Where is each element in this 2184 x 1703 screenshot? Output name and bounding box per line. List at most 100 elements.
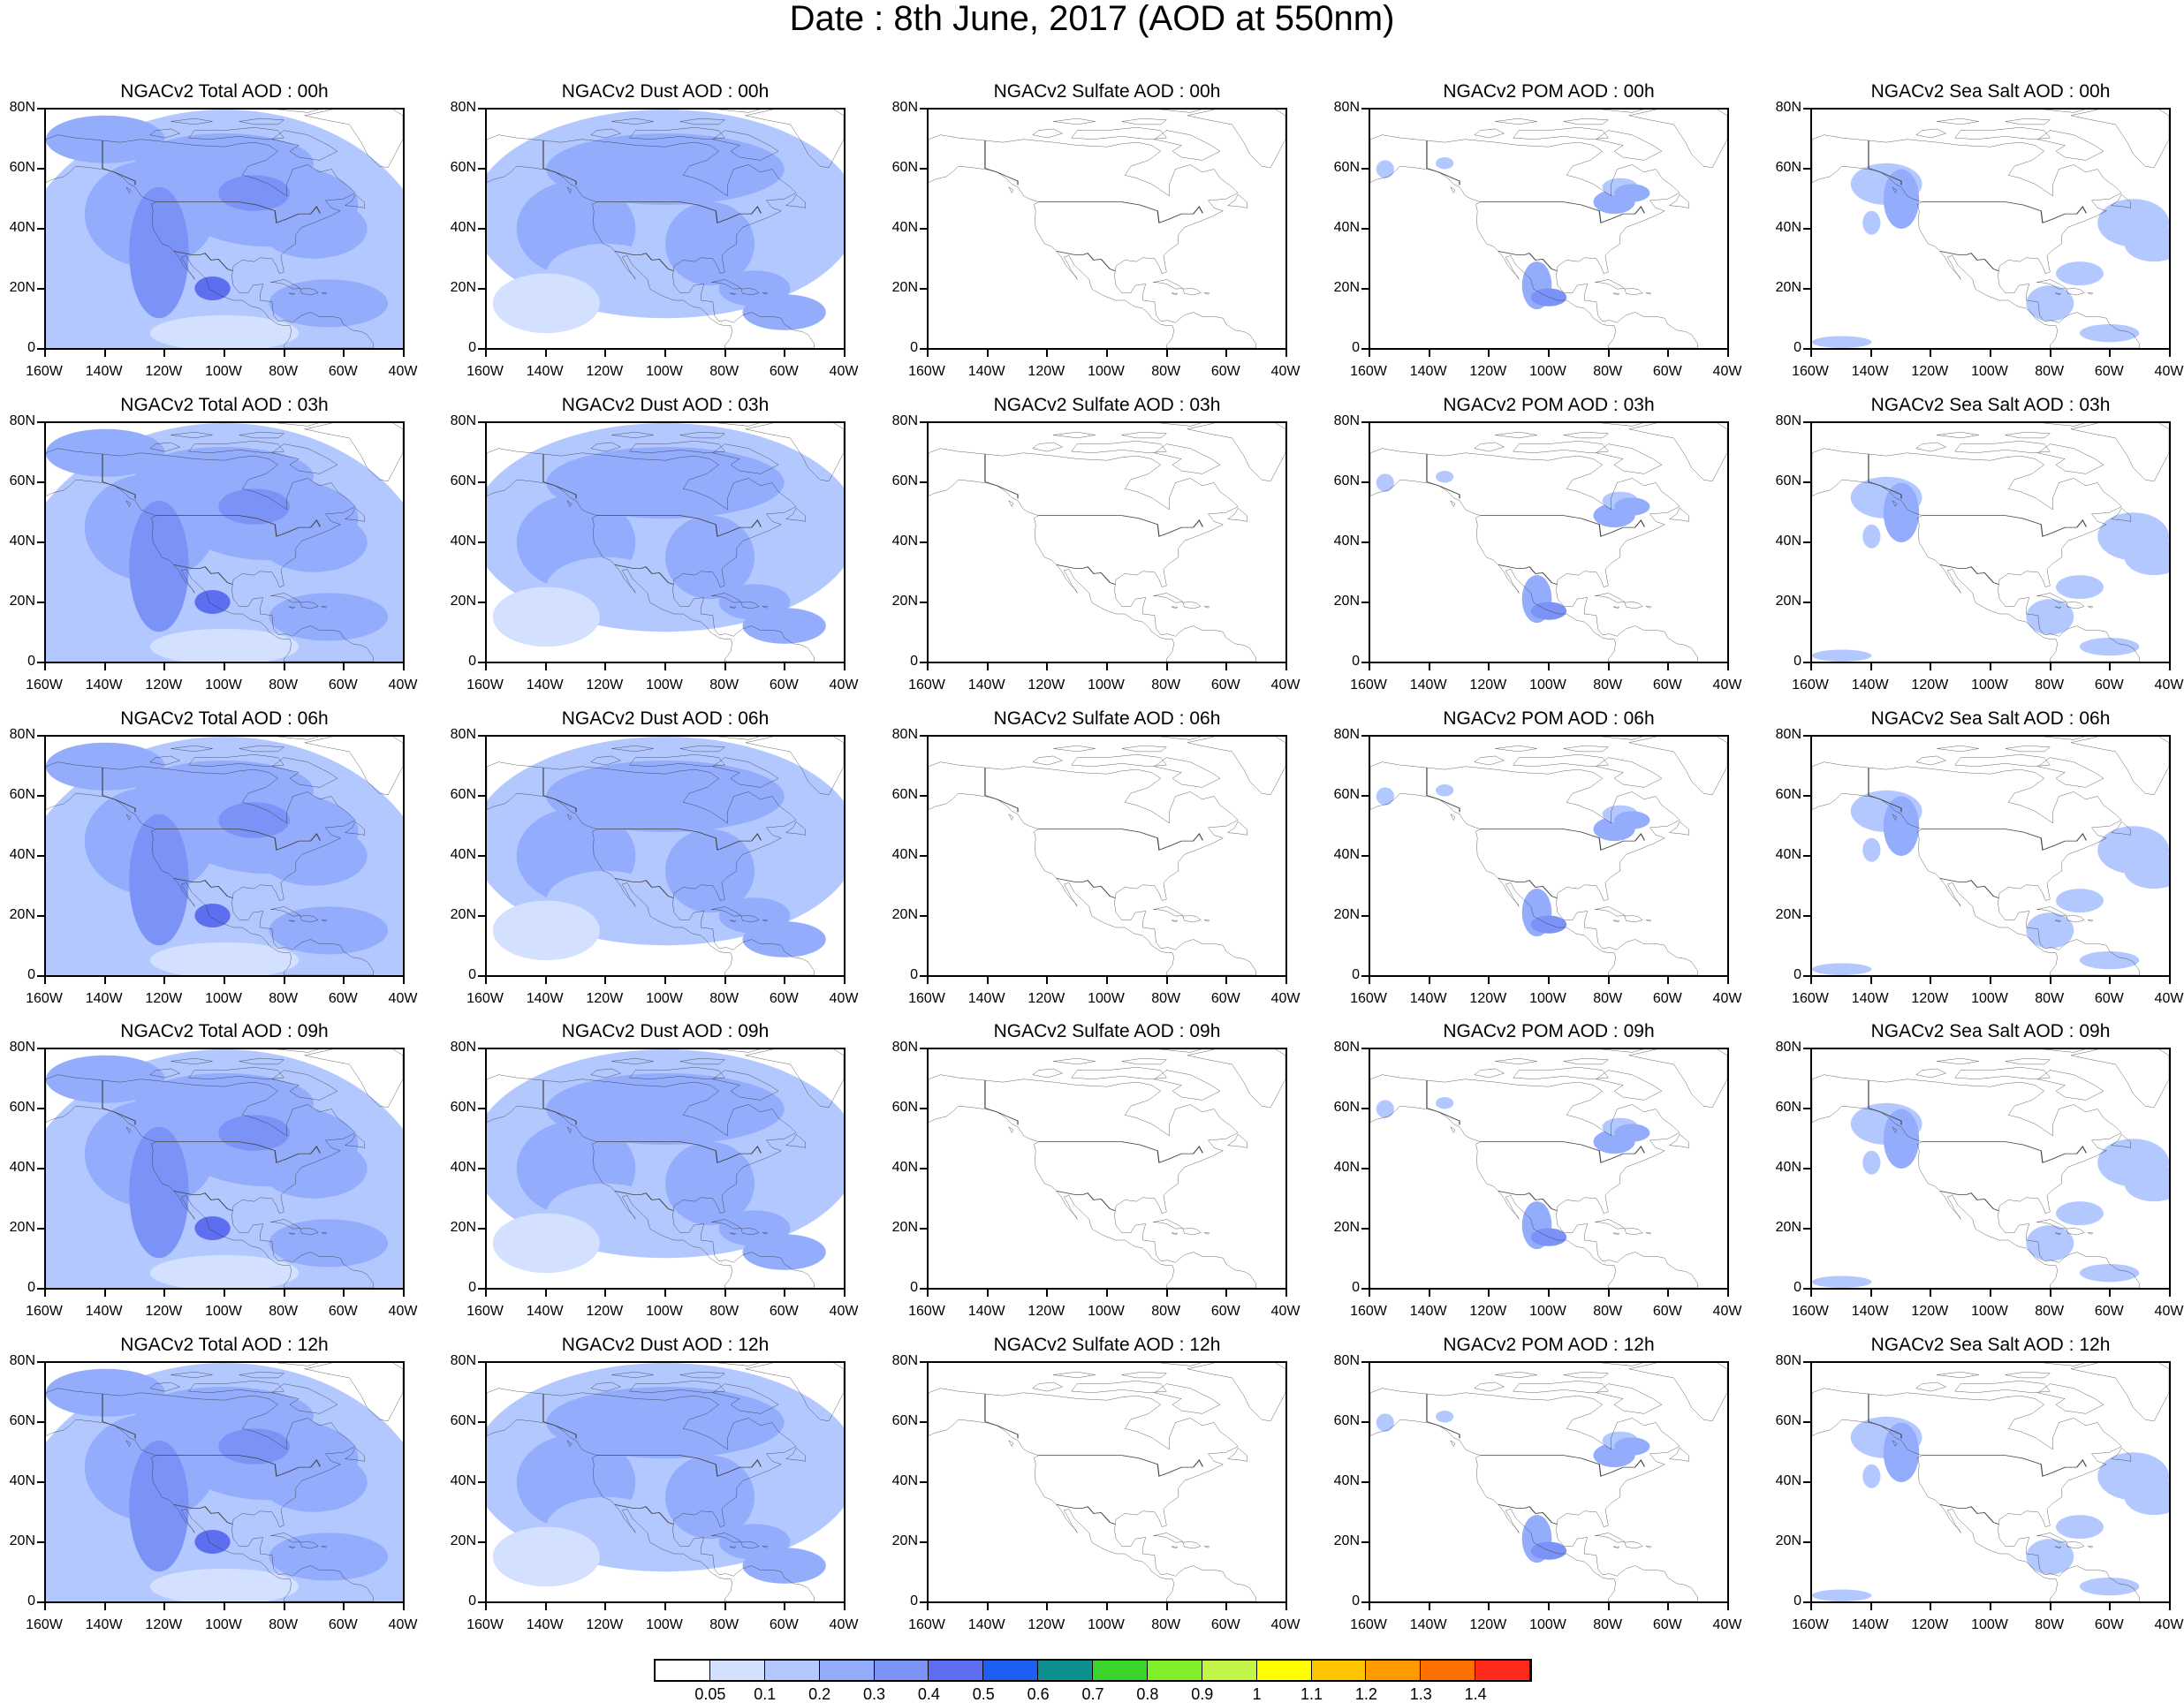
x-tick xyxy=(1165,663,1168,670)
y-tick-label: 20N xyxy=(1333,594,1360,609)
aod-plume xyxy=(492,587,600,647)
aod-plume xyxy=(1376,1100,1394,1118)
island-outline xyxy=(1646,607,1651,609)
x-tick-label: 100W xyxy=(205,364,242,379)
island-outline xyxy=(1152,423,1211,426)
aod-plume xyxy=(1436,1411,1454,1423)
island-outline xyxy=(1053,432,1095,438)
x-tick xyxy=(784,1290,786,1297)
x-tick-label: 120W xyxy=(1028,1304,1065,1319)
x-tick xyxy=(544,1290,547,1297)
aod-plume xyxy=(194,904,231,927)
y-tick xyxy=(1361,1288,1369,1290)
x-tick xyxy=(1428,350,1430,357)
x-tick xyxy=(844,977,846,984)
y-tick-label: 0 xyxy=(468,1593,476,1608)
coastline xyxy=(1812,135,2139,348)
x-tick-label: 100W xyxy=(1088,677,1125,693)
x-tick-label: 40W xyxy=(829,364,859,379)
x-tick-label: 80W xyxy=(1151,991,1181,1006)
y-tick-label: 40N xyxy=(891,1160,918,1175)
island-outline xyxy=(1955,1381,2051,1393)
y-tick-label: 80N xyxy=(1775,727,1801,742)
island-outline xyxy=(1122,432,1167,438)
island-outline xyxy=(1033,1382,1063,1391)
y-tick xyxy=(478,975,485,977)
y-tick-label: 20N xyxy=(9,594,35,609)
y-tick-label: 40N xyxy=(891,220,918,235)
y-tick xyxy=(37,1228,44,1230)
y-tick-label: 40N xyxy=(9,1160,35,1175)
x-tick xyxy=(283,663,285,670)
x-tick-label: 40W xyxy=(829,1304,859,1319)
aod-plume xyxy=(2124,1165,2169,1202)
island-outline xyxy=(269,110,329,112)
x-tick-label: 40W xyxy=(388,677,418,693)
map-frame xyxy=(1369,1048,1729,1290)
y-tick xyxy=(1803,662,1810,663)
y-tick xyxy=(920,975,927,977)
y-tick-label: 60N xyxy=(891,160,918,175)
x-tick-label: 160W xyxy=(466,364,504,379)
island-outline xyxy=(713,444,778,474)
map-frame xyxy=(485,735,846,977)
x-tick xyxy=(1667,977,1670,984)
island-outline xyxy=(2055,1547,2061,1548)
x-tick-label: 60W xyxy=(328,1617,358,1632)
y-tick xyxy=(478,1421,485,1423)
island-outline xyxy=(150,1382,180,1391)
x-tick xyxy=(1990,663,1991,670)
x-tick-label: 120W xyxy=(1469,677,1507,693)
country-border xyxy=(1939,1190,1999,1211)
island-outline xyxy=(2006,1058,2051,1064)
aod-plume xyxy=(1376,160,1394,178)
y-tick xyxy=(1803,1048,1810,1049)
x-tick-label: 100W xyxy=(646,364,683,379)
x-tick-label: 140W xyxy=(1851,991,1889,1006)
x-tick xyxy=(2049,350,2051,357)
x-tick xyxy=(1667,1290,1670,1297)
panel-title: NGACv2 Total AOD : 03h xyxy=(120,395,329,415)
colorbar-label: 0.2 xyxy=(808,1685,831,1703)
y-tick xyxy=(920,168,927,170)
map-frame xyxy=(1369,421,1729,663)
island-outline xyxy=(611,118,653,125)
x-tick-label: 80W xyxy=(1593,1617,1623,1632)
island-outline xyxy=(2036,1533,2066,1542)
y-tick xyxy=(1361,288,1369,290)
island-outline xyxy=(1495,1372,1536,1378)
country-border xyxy=(1038,829,1203,851)
y-tick-label: 60N xyxy=(891,787,918,802)
x-tick-label: 140W xyxy=(526,1617,564,1632)
y-tick-label: 40N xyxy=(9,220,35,235)
panel-title: NGACv2 POM AOD : 12h xyxy=(1443,1335,1655,1355)
x-tick xyxy=(1046,350,1049,357)
y-tick-label: 20N xyxy=(1775,1220,1801,1235)
x-tick-label: 60W xyxy=(1652,1617,1682,1632)
island-outline xyxy=(762,1547,768,1548)
country-border xyxy=(1038,515,1203,537)
x-tick xyxy=(1369,350,1370,357)
y-tick xyxy=(1361,1108,1369,1109)
x-tick-label: 120W xyxy=(1911,991,1949,1006)
x-tick xyxy=(1046,1290,1049,1297)
country-border xyxy=(984,768,1019,813)
x-tick-label: 140W xyxy=(85,677,123,693)
panel-title: NGACv2 POM AOD : 00h xyxy=(1443,81,1655,102)
x-tick xyxy=(2109,663,2112,670)
y-tick xyxy=(478,795,485,797)
coastline xyxy=(487,135,814,348)
aod-map xyxy=(487,110,844,348)
y-tick-label: 20N xyxy=(891,907,918,922)
y-tick xyxy=(37,915,44,917)
island-outline xyxy=(1153,1533,1183,1542)
island-outline xyxy=(1916,1069,1946,1078)
island-outline xyxy=(2066,916,2084,922)
island-outline xyxy=(1495,118,1536,125)
x-tick-label: 80W xyxy=(2035,677,2065,693)
island-outline xyxy=(289,293,295,295)
aod-plume xyxy=(1436,157,1454,170)
aod-map xyxy=(487,423,844,662)
island-outline xyxy=(1625,916,1642,922)
island-outline xyxy=(1187,1363,1285,1421)
